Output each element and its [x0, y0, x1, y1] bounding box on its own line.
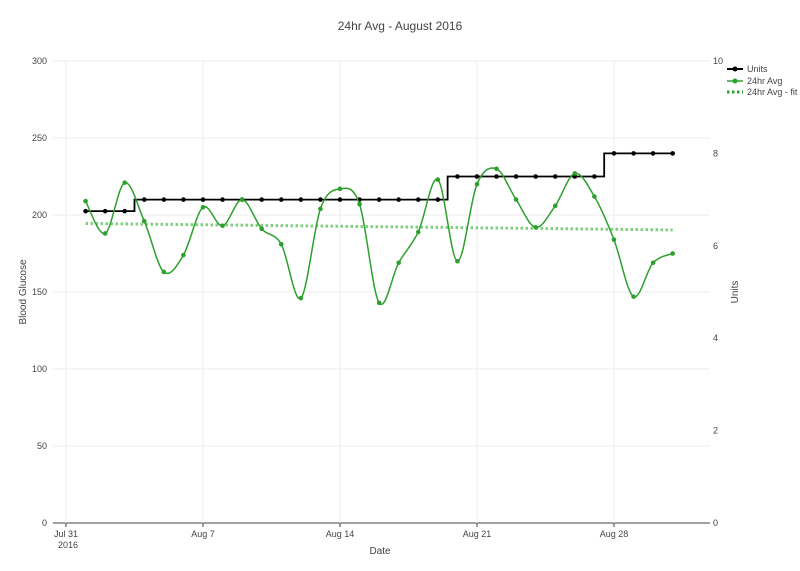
avg-point — [357, 201, 362, 207]
x-tick-label: Aug 28 — [600, 529, 629, 539]
avg-point — [670, 251, 675, 256]
x-tick-label-year: 2016 — [58, 540, 78, 550]
units-point — [278, 197, 284, 202]
avg-point — [83, 198, 88, 204]
avg-line — [84, 167, 673, 306]
y-tick-label: 50 — [37, 441, 47, 451]
avg-point — [572, 171, 578, 176]
units-point — [200, 197, 206, 202]
avg-point — [474, 181, 480, 187]
avg-point — [102, 231, 108, 236]
units-point — [435, 197, 441, 202]
y2-tick-label: 2 — [713, 426, 718, 436]
units-point — [141, 197, 147, 202]
chart-title: 24hr Avg - August 2016 — [338, 19, 463, 33]
y-tick-label: 250 — [32, 133, 47, 143]
y-tick-label: 300 — [32, 56, 47, 66]
avg-point — [376, 300, 382, 306]
legend-item-24hr-avg[interactable]: 24hr Avg — [727, 76, 782, 86]
y-tick-label: 0 — [42, 518, 47, 528]
plot-area — [83, 151, 675, 306]
y-tick-label: 150 — [32, 287, 47, 297]
units-point — [396, 197, 401, 202]
fit-line — [85, 221, 673, 232]
avg-point — [592, 194, 597, 199]
units-point — [415, 197, 421, 202]
units-point — [631, 151, 636, 156]
units-point — [259, 197, 265, 202]
legend[interactable]: Units 24hr Avg 24hr Avg - fit — [727, 64, 798, 97]
legend-label: Units — [747, 64, 768, 74]
y2-tick-label: 0 — [713, 518, 718, 528]
units-point — [298, 197, 304, 202]
avg-point — [141, 218, 147, 224]
y2-tick-label: 10 — [713, 56, 723, 66]
y-tick-label: 200 — [32, 210, 47, 220]
avg-point — [533, 225, 538, 230]
legend-item-units[interactable]: Units — [727, 64, 768, 74]
units-point — [220, 197, 225, 202]
avg-point — [415, 229, 421, 235]
grid — [53, 60, 710, 524]
units-point — [611, 151, 617, 156]
legend-item-24hr-avg-fit[interactable]: 24hr Avg - fit — [727, 87, 798, 97]
units-point — [122, 208, 128, 214]
x-tick-label: Aug 14 — [326, 529, 355, 539]
avg-point — [435, 177, 441, 182]
avg-point — [239, 197, 245, 202]
units-point — [102, 208, 108, 214]
avg-point — [552, 203, 558, 209]
units-point — [474, 174, 480, 179]
units-point — [83, 208, 88, 214]
avg-point — [220, 223, 225, 229]
units-point — [181, 197, 186, 202]
units-point — [670, 151, 675, 156]
y2-tick-label: 4 — [713, 333, 718, 343]
units-point — [161, 197, 167, 202]
y2-tick-label: 6 — [713, 241, 718, 251]
avg-point — [161, 269, 167, 275]
avg-point — [337, 186, 343, 192]
avg-point — [513, 197, 519, 202]
units-point — [592, 174, 597, 179]
avg-point — [122, 180, 128, 185]
y2-tick-label: 8 — [713, 148, 718, 158]
avg-point — [278, 241, 284, 247]
avg-point — [181, 252, 186, 258]
avg-point — [259, 226, 265, 232]
y2-axis-label: Units — [730, 281, 741, 304]
legend-label: 24hr Avg - fit — [747, 87, 798, 97]
x-tick-label: Aug 7 — [191, 529, 215, 539]
units-point — [650, 151, 656, 156]
units-point — [318, 197, 323, 202]
avg-point — [455, 258, 460, 264]
units-point — [337, 197, 343, 202]
avg-point — [200, 205, 206, 210]
units-point — [533, 174, 538, 179]
avg-point — [611, 237, 617, 242]
units-point — [494, 174, 499, 179]
units-line — [85, 152, 673, 213]
units-point — [455, 174, 460, 179]
y-tick-label: 100 — [32, 364, 47, 374]
x-tick-label: Jul 31 — [54, 529, 78, 539]
avg-point — [650, 260, 656, 266]
x-tick-label: Aug 21 — [463, 529, 492, 539]
x-axis-label: Date — [369, 546, 391, 557]
avg-point — [396, 260, 401, 266]
avg-point — [318, 206, 323, 212]
y-axis-label: Blood Glucose — [18, 259, 29, 324]
units-point — [376, 197, 382, 202]
avg-point — [631, 294, 636, 299]
avg-point — [298, 295, 304, 301]
avg-point — [494, 166, 499, 172]
units-point — [552, 174, 558, 179]
units-point — [513, 174, 519, 179]
legend-label: 24hr Avg — [747, 76, 782, 86]
